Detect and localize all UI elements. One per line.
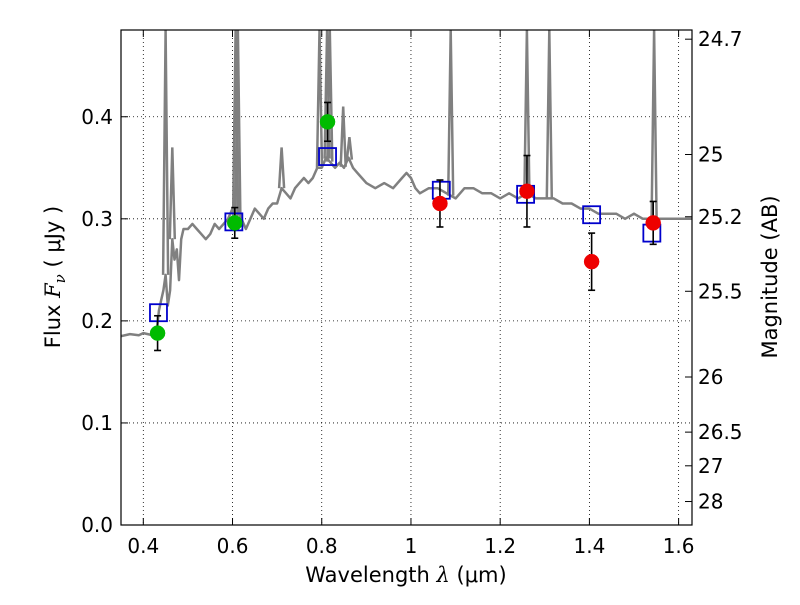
model-square [582, 205, 602, 225]
emission-line [234, 30, 242, 219]
right-tick-label: 26.5 [698, 420, 743, 444]
emission-line [277, 147, 286, 189]
x-axis-title: Wavelength λ (μm) [305, 563, 506, 587]
model-square [149, 303, 168, 323]
y-tick-label: 0.4 [81, 105, 113, 129]
emission-line [168, 147, 177, 240]
emission-line [545, 30, 554, 199]
y-tick-label: 0.0 [81, 513, 113, 537]
emission-line [523, 30, 531, 194]
right-tick-label: 27 [698, 454, 723, 478]
emission-line [161, 30, 170, 275]
red-data-point [432, 195, 448, 212]
emission-line [650, 30, 658, 219]
green-data-point [227, 215, 243, 231]
emission-line [339, 106, 347, 167]
red-data-point [519, 183, 535, 200]
red-data-point [583, 253, 600, 270]
emission-line [446, 30, 455, 196]
x-tick-label: 1.6 [663, 534, 695, 558]
plot-area [121, 30, 692, 352]
x-tick-label: 0.8 [306, 534, 338, 558]
right-tick-label: 25 [698, 143, 723, 167]
emission-line [345, 137, 354, 160]
x-tick-label: 0.6 [217, 534, 249, 558]
x-tick-label: 1 [405, 534, 418, 558]
y-tick-label: 0.1 [81, 411, 113, 435]
plot-frame [120, 29, 693, 526]
x-tick-label: 1.2 [484, 534, 516, 558]
emission-line [315, 30, 324, 168]
red-data-point [645, 215, 661, 231]
x-tick-label: 1.4 [573, 534, 605, 558]
right-tick-label: 25.2 [698, 205, 743, 229]
green-data-point [319, 114, 336, 130]
green-data-point [149, 325, 166, 341]
x-tick-label: 0.4 [127, 534, 159, 558]
spectrum-line [121, 156, 692, 338]
right-axis-title: Magnitude (AB) [758, 195, 782, 358]
right-tick-label: 28 [698, 490, 723, 514]
y-tick-label: 0.2 [81, 309, 113, 333]
right-tick-label: 25.5 [698, 279, 743, 303]
axis-ticks: 0.4 0.6 0.8 1 1.2 1.4 1.6 0.0 0.1 0.2 0.3 0.4 24.7 25… [81, 27, 742, 558]
right-tick-label: 24.7 [698, 27, 743, 51]
grid [121, 30, 692, 526]
model-square [318, 147, 337, 166]
y-tick-label: 0.3 [81, 207, 113, 231]
y-axis-title: Flux Fν ( μJy ) [41, 206, 69, 348]
right-tick-label: 26 [698, 365, 723, 389]
